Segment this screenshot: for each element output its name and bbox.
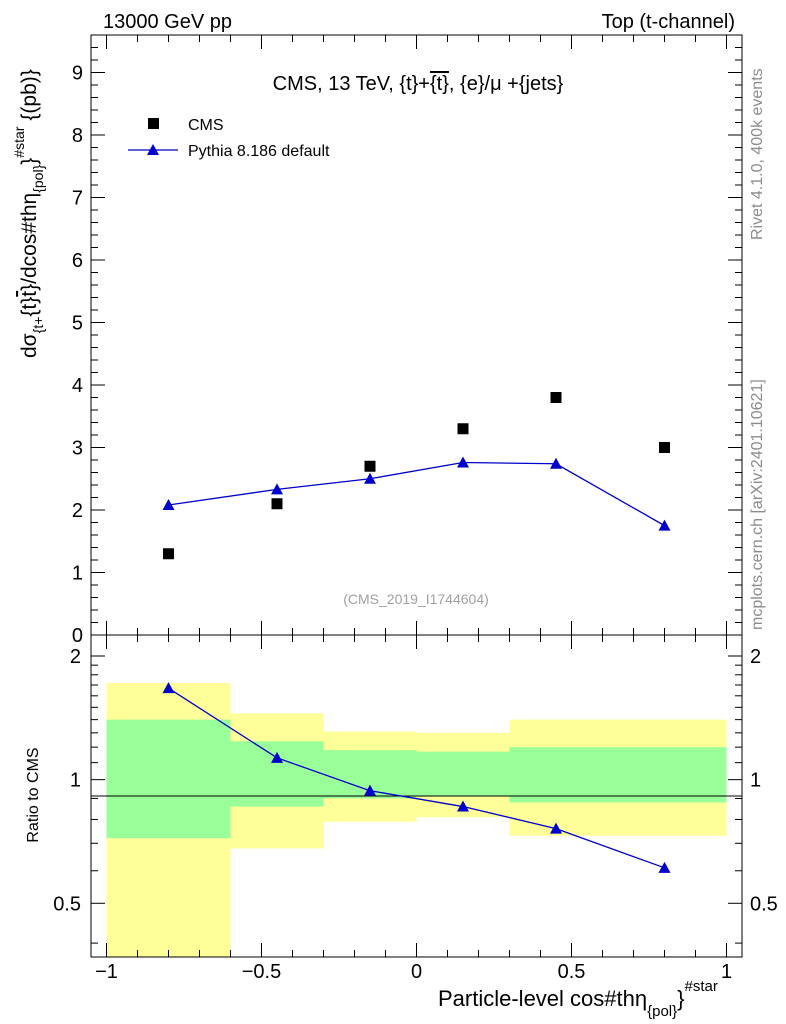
main-ytick-label: 5 (72, 313, 83, 335)
ratio-xtick-label: −0.5 (242, 961, 281, 983)
side-rivet-label: Rivet 4.1.0, 400k events (749, 68, 766, 240)
title-part-after: , {e}/μ +{jets} (449, 73, 564, 95)
mc-line (168, 461, 665, 527)
ratio-mc-point (271, 751, 283, 763)
ratio-band-inner (602, 747, 727, 803)
watermark: (CMS_2019_I1744604) (343, 591, 489, 607)
xlabel-sub: {pol} (647, 1003, 677, 1020)
side-mcplots-label: mcplots.cern.ch [arXiv:2401.10621] (749, 379, 766, 630)
ratio-band-inner (106, 719, 231, 839)
ratio-mc-point (162, 682, 175, 694)
ratio-xtick-label: 0.5 (558, 961, 586, 983)
title-part-tbar: {t} (430, 73, 449, 95)
legend-mc-label: Pythia 8.186 default (188, 143, 330, 160)
legend-mc-marker (147, 144, 159, 155)
mc-point (550, 457, 562, 469)
main-panel: CMS, 13 TeV, {t}+{t}, {e}/μ +{jets} (CMS… (11, 34, 743, 647)
ratio-ytick-label-left: 0.5 (53, 893, 81, 915)
ylabel-d: d (18, 346, 41, 358)
ratio-ylabel: Ratio to CMS (25, 747, 42, 842)
xlabel: Particle-level cos#thη{pol}}#star (438, 978, 718, 1020)
mc-point (457, 456, 469, 468)
ylabel-tbar: t (18, 291, 41, 297)
ratio-xtick-label: 1 (721, 961, 732, 983)
mc-point (364, 472, 376, 484)
ylabel-sub2: {pol} (30, 164, 46, 192)
ratio-ytick-label-left: 1 (70, 770, 81, 792)
header-left: 13000 GeV pp (103, 11, 232, 33)
title-part-before: CMS, 13 TeV, {t}+ (273, 73, 430, 95)
data-point (659, 442, 670, 453)
data-point (271, 498, 283, 510)
ylabel-mid: {t} (18, 297, 41, 317)
data-point (457, 423, 469, 435)
main-ytick-label: 8 (72, 125, 83, 147)
ratio-plot-frame (90, 634, 743, 958)
ratio-ytick-label-right: 1 (750, 770, 761, 792)
ratio-band-inner (416, 751, 510, 797)
xlabel-brace: } (677, 986, 684, 1011)
main-ytick-label: 1 (72, 563, 83, 585)
header-right: Top (t-channel) (602, 11, 735, 33)
ratio-ytick-label-right: 2 (750, 646, 761, 668)
ratio-xtick-label: −1 (95, 961, 118, 983)
xlabel-main: Particle-level cos#thη (438, 986, 647, 1011)
ratio-mc-point (658, 861, 671, 873)
ylabel-rest: }/dcos#thη (18, 193, 41, 291)
main-title: CMS, 13 TeV, {t}+{t}, {e}/μ +{jets} (273, 73, 564, 95)
main-ytick-label: 4 (72, 375, 83, 397)
ylabel-sigma: σ (18, 333, 41, 346)
main-ytick-label: 9 (72, 63, 83, 85)
main-ytick-label: 6 (72, 250, 83, 272)
main-ytick-label: 0 (72, 625, 83, 647)
legend-cms-label: CMS (188, 117, 224, 134)
ratio-mc-point (550, 822, 562, 834)
ratio-mc-point (457, 800, 469, 812)
ylabel-unit: {(pb)} (18, 69, 41, 120)
ratio-mc-line (168, 687, 665, 869)
data-point (364, 460, 376, 472)
data-point (163, 548, 174, 560)
mc-point (658, 519, 671, 531)
legend-cms-marker (148, 118, 159, 129)
ylabel-sub: {t+ (30, 317, 46, 334)
ratio-band-inner (230, 741, 324, 807)
data-point (550, 392, 562, 403)
xlabel-sup: #star (685, 978, 718, 995)
ratio-band-inner (509, 747, 603, 803)
mc-point (162, 499, 175, 510)
ratio-xtick-label: 0 (411, 961, 422, 983)
ylabel-brace: } (18, 158, 41, 165)
main-ytick-label: 7 (72, 188, 83, 210)
mc-point (271, 483, 283, 495)
ratio-ytick-label-right: 0.5 (750, 893, 778, 915)
main-ytick-label: 3 (72, 438, 83, 460)
main-ylabel: dσ{t+{t}t}/dcos#thη{pol}}#star {(pb)} (11, 69, 46, 358)
ratio-panel: 0.5 0.5 1 1 2 2 −1 −0.5 0 0.5 1 Ratio to CMS Parti… (25, 634, 778, 1020)
main-ytick-label: 2 (72, 500, 83, 522)
ratio-mc-point (364, 784, 376, 796)
ylabel-sup: #star (11, 126, 27, 157)
ratio-ytick-label-left: 2 (70, 646, 81, 668)
